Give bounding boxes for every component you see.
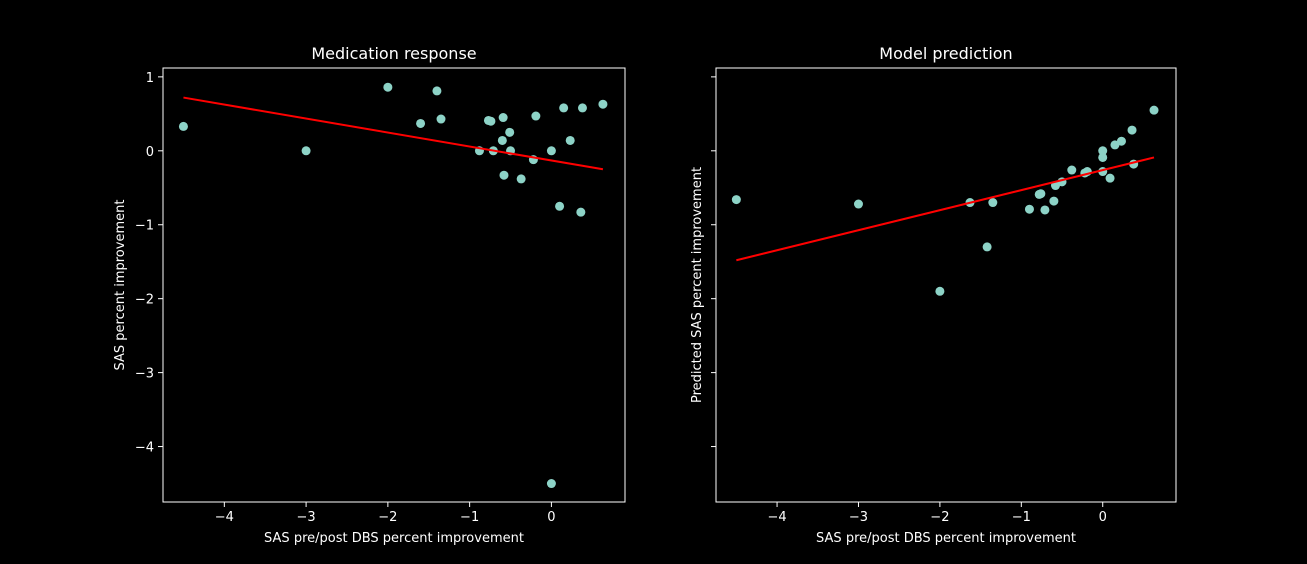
regression-line bbox=[736, 156, 1155, 262]
data-point bbox=[1098, 146, 1108, 156]
data-point bbox=[516, 174, 526, 184]
x-tick-label: −3 bbox=[849, 510, 868, 525]
data-point bbox=[436, 114, 446, 124]
data-point bbox=[301, 146, 311, 156]
data-point bbox=[982, 242, 992, 252]
ticks-medication-response: −4 −3 −2 −1 0 1 0 −1 −2 −3 −4 bbox=[135, 71, 556, 525]
data-point bbox=[546, 479, 556, 489]
data-point bbox=[1067, 165, 1077, 175]
data-point bbox=[178, 121, 188, 131]
x-axis-label-medication-response: SAS pre/post DBS percent improvement bbox=[264, 531, 524, 546]
x-tick-label: 0 bbox=[1099, 510, 1107, 525]
data-point bbox=[546, 146, 556, 156]
y-tick-label: −2 bbox=[135, 293, 154, 308]
data-point bbox=[1149, 105, 1159, 115]
y-tick-label: 0 bbox=[146, 145, 154, 160]
x-tick-label: −1 bbox=[460, 510, 479, 525]
data-point bbox=[559, 103, 569, 113]
data-point bbox=[598, 99, 608, 109]
y-tick-label: 1 bbox=[146, 71, 154, 86]
data-point bbox=[731, 195, 741, 205]
y-axis-label-medication-response: SAS percent improvement bbox=[113, 200, 128, 371]
data-point bbox=[988, 198, 998, 208]
data-point bbox=[531, 111, 541, 121]
data-point bbox=[1127, 125, 1137, 135]
data-point bbox=[497, 135, 507, 145]
data-point bbox=[1105, 173, 1115, 183]
data-point bbox=[565, 135, 575, 145]
plot-area-model-prediction bbox=[731, 105, 1159, 296]
data-point bbox=[498, 113, 508, 123]
y-tick-label: −1 bbox=[135, 219, 154, 234]
data-point bbox=[1024, 204, 1034, 214]
panel-medication-response: Medication response −4 −3 −2 −1 0 1 0 −1 −2 −3−4 … bbox=[113, 44, 626, 546]
chart-title-medication-response: Medication response bbox=[311, 44, 476, 63]
panel-model-prediction: Model prediction −4 −3 −2 −1 0 SAS pre/post … bbox=[690, 44, 1177, 546]
x-tick-label: 0 bbox=[547, 510, 555, 525]
y-axis-label-model-prediction: Predicted SAS percent improvement bbox=[690, 167, 705, 403]
data-point bbox=[1049, 196, 1059, 206]
data-point bbox=[1116, 136, 1126, 146]
data-point bbox=[383, 82, 393, 92]
data-point bbox=[505, 127, 515, 137]
y-tick-label: −4 bbox=[135, 441, 154, 456]
data-point bbox=[1036, 189, 1046, 199]
plot-area-medication-response bbox=[178, 82, 608, 489]
chart-title-model-prediction: Model prediction bbox=[879, 44, 1012, 63]
data-point bbox=[416, 118, 426, 128]
x-tick-label: −2 bbox=[378, 510, 397, 525]
regression-line bbox=[183, 96, 604, 171]
x-tick-label: −2 bbox=[930, 510, 949, 525]
x-tick-label: −3 bbox=[297, 510, 316, 525]
x-tick-label: −4 bbox=[767, 510, 786, 525]
data-point bbox=[555, 201, 565, 211]
data-point bbox=[577, 103, 587, 113]
data-point bbox=[853, 199, 863, 209]
data-point bbox=[432, 86, 442, 96]
axes-frame-medication-response bbox=[162, 67, 626, 503]
x-axis-label-model-prediction: SAS pre/post DBS percent improvement bbox=[816, 531, 1076, 546]
data-point bbox=[1098, 152, 1108, 162]
data-point bbox=[1040, 205, 1050, 215]
data-point bbox=[1051, 181, 1061, 191]
data-point bbox=[1110, 140, 1120, 150]
data-point bbox=[486, 116, 496, 126]
axes-frame-model-prediction bbox=[715, 67, 1177, 503]
data-point bbox=[935, 286, 945, 296]
y-tick-label: −3 bbox=[135, 367, 154, 382]
x-tick-label: −4 bbox=[215, 510, 234, 525]
data-point bbox=[576, 207, 586, 217]
x-tick-label: −1 bbox=[1012, 510, 1031, 525]
data-point bbox=[499, 170, 509, 180]
ticks-model-prediction: −4 −3 −2 −1 0 bbox=[711, 76, 1107, 525]
